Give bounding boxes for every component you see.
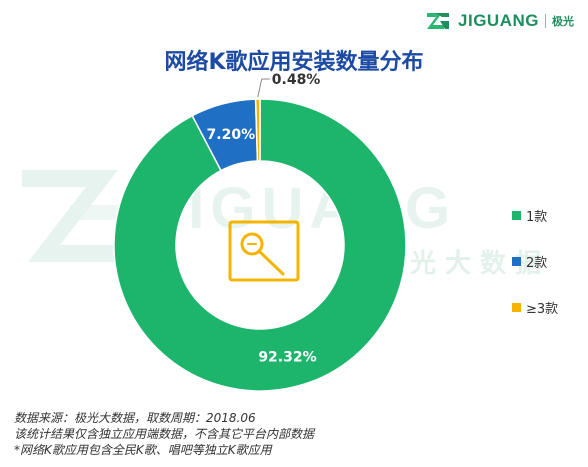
brand-logo: JIGUANG 极光 xyxy=(424,6,574,36)
microphone-icon xyxy=(228,220,300,282)
legend-item: 2款 xyxy=(512,251,558,271)
jiguang-logo-icon xyxy=(427,13,450,29)
chart-title: 网络K歌应用安装数量分布 xyxy=(164,50,424,75)
legend-label: 2款 xyxy=(526,255,548,271)
leader-line xyxy=(257,78,270,98)
donut-slice-3 xyxy=(254,98,261,162)
legend-swatch xyxy=(512,302,521,312)
legend-label: 1款 xyxy=(526,209,548,225)
donut-slices xyxy=(113,98,407,392)
brand-cn: 极光 xyxy=(552,15,574,28)
footnote-scope: 该统计结果仅含独立应用端数据，不含其它平台内部数据 xyxy=(14,427,315,441)
data-labels: 92.32% 7.20% 0.48% xyxy=(207,72,321,366)
data-label-slice-2: 7.20% xyxy=(207,127,256,143)
data-label-slice-1: 92.32% xyxy=(258,350,316,366)
footnote-source: 数据来源：极光大数据，取数周期：2018.06 xyxy=(14,411,256,425)
legend: 1款 2款 ≥3款 xyxy=(512,205,558,343)
brand-name: JIGUANG xyxy=(458,11,539,30)
legend-swatch xyxy=(512,210,521,220)
legend-swatch xyxy=(512,256,521,266)
footnotes: 数据来源：极光大数据，取数周期：2018.06 该统计结果仅含独立应用端数据，不… xyxy=(14,410,314,458)
data-label-slice-3: 0.48% xyxy=(272,72,321,88)
legend-label: ≥3款 xyxy=(526,301,559,317)
brand-divider xyxy=(545,14,546,28)
footnote-definition: *网络K歌应用包含全民K歌、唱吧等独立K歌应用 xyxy=(14,443,272,457)
legend-item: ≥3款 xyxy=(512,297,558,317)
legend-item: 1款 xyxy=(512,205,558,225)
donut-slice-1 xyxy=(113,98,407,392)
